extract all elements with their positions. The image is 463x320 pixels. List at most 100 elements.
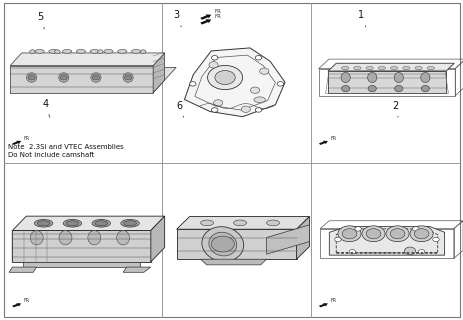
FancyArrow shape: [200, 14, 211, 20]
Polygon shape: [13, 216, 164, 230]
Circle shape: [189, 82, 195, 86]
Circle shape: [361, 226, 384, 242]
Text: FR: FR: [214, 14, 221, 19]
Circle shape: [97, 50, 103, 53]
Polygon shape: [150, 216, 164, 262]
Ellipse shape: [76, 50, 85, 53]
Circle shape: [392, 252, 394, 254]
Circle shape: [412, 227, 418, 231]
Circle shape: [140, 50, 146, 53]
Polygon shape: [10, 80, 164, 93]
Polygon shape: [176, 217, 309, 229]
Ellipse shape: [131, 50, 140, 53]
Ellipse shape: [116, 231, 129, 245]
Text: FR: FR: [24, 298, 30, 303]
Ellipse shape: [59, 231, 72, 245]
Text: FR: FR: [330, 136, 336, 141]
Circle shape: [337, 226, 360, 242]
Circle shape: [211, 108, 218, 112]
Ellipse shape: [63, 50, 72, 53]
Circle shape: [419, 252, 422, 254]
Circle shape: [350, 252, 353, 254]
FancyArrow shape: [318, 303, 327, 308]
Ellipse shape: [341, 85, 349, 92]
Ellipse shape: [66, 221, 79, 226]
Circle shape: [354, 227, 361, 231]
Polygon shape: [329, 227, 444, 255]
Text: 1: 1: [357, 11, 365, 27]
Ellipse shape: [30, 231, 43, 245]
Circle shape: [250, 87, 259, 93]
Circle shape: [396, 252, 399, 254]
Ellipse shape: [88, 231, 100, 245]
Circle shape: [389, 229, 404, 239]
Circle shape: [55, 50, 60, 53]
Text: 6: 6: [175, 101, 183, 117]
Circle shape: [207, 66, 242, 90]
Circle shape: [406, 252, 408, 254]
Ellipse shape: [120, 220, 139, 227]
Polygon shape: [23, 262, 140, 267]
Ellipse shape: [367, 85, 375, 92]
Polygon shape: [296, 217, 309, 259]
Ellipse shape: [35, 50, 44, 53]
Circle shape: [241, 106, 250, 112]
Ellipse shape: [123, 221, 136, 226]
Polygon shape: [153, 53, 164, 93]
Ellipse shape: [394, 85, 402, 92]
Ellipse shape: [393, 72, 402, 83]
Ellipse shape: [26, 73, 37, 82]
Polygon shape: [9, 267, 37, 272]
Circle shape: [359, 252, 362, 254]
Circle shape: [30, 50, 35, 53]
Ellipse shape: [233, 220, 246, 226]
Ellipse shape: [353, 67, 360, 69]
FancyArrow shape: [318, 141, 327, 145]
Ellipse shape: [253, 97, 265, 103]
Circle shape: [373, 252, 376, 254]
Circle shape: [255, 108, 261, 112]
Ellipse shape: [414, 67, 421, 69]
Circle shape: [385, 226, 408, 242]
Ellipse shape: [49, 50, 58, 53]
Ellipse shape: [208, 232, 236, 256]
Ellipse shape: [426, 67, 433, 69]
Circle shape: [255, 56, 261, 60]
Text: 2: 2: [392, 101, 398, 117]
Circle shape: [413, 229, 428, 239]
Circle shape: [382, 252, 385, 254]
Ellipse shape: [420, 72, 429, 83]
Polygon shape: [176, 229, 296, 259]
Circle shape: [213, 100, 222, 106]
Circle shape: [365, 229, 380, 239]
Ellipse shape: [365, 67, 373, 69]
FancyArrow shape: [200, 19, 211, 25]
Circle shape: [208, 62, 218, 68]
Text: FR: FR: [24, 136, 30, 141]
FancyArrow shape: [12, 141, 21, 145]
Circle shape: [432, 237, 438, 242]
Ellipse shape: [266, 220, 279, 226]
Ellipse shape: [34, 220, 53, 227]
Ellipse shape: [341, 67, 348, 69]
Ellipse shape: [123, 73, 133, 82]
Circle shape: [276, 82, 283, 86]
Circle shape: [348, 250, 355, 254]
Polygon shape: [22, 68, 176, 80]
Polygon shape: [327, 71, 445, 92]
Text: FR: FR: [214, 9, 221, 14]
Circle shape: [401, 252, 404, 254]
Ellipse shape: [94, 221, 107, 226]
Circle shape: [425, 252, 427, 254]
Circle shape: [211, 56, 218, 60]
Circle shape: [387, 252, 390, 254]
Circle shape: [336, 252, 338, 254]
Ellipse shape: [201, 227, 243, 261]
Ellipse shape: [118, 50, 126, 53]
Circle shape: [259, 68, 269, 74]
Ellipse shape: [63, 220, 81, 227]
Circle shape: [28, 75, 35, 80]
Circle shape: [214, 70, 235, 84]
Ellipse shape: [402, 67, 409, 69]
Circle shape: [378, 252, 381, 254]
